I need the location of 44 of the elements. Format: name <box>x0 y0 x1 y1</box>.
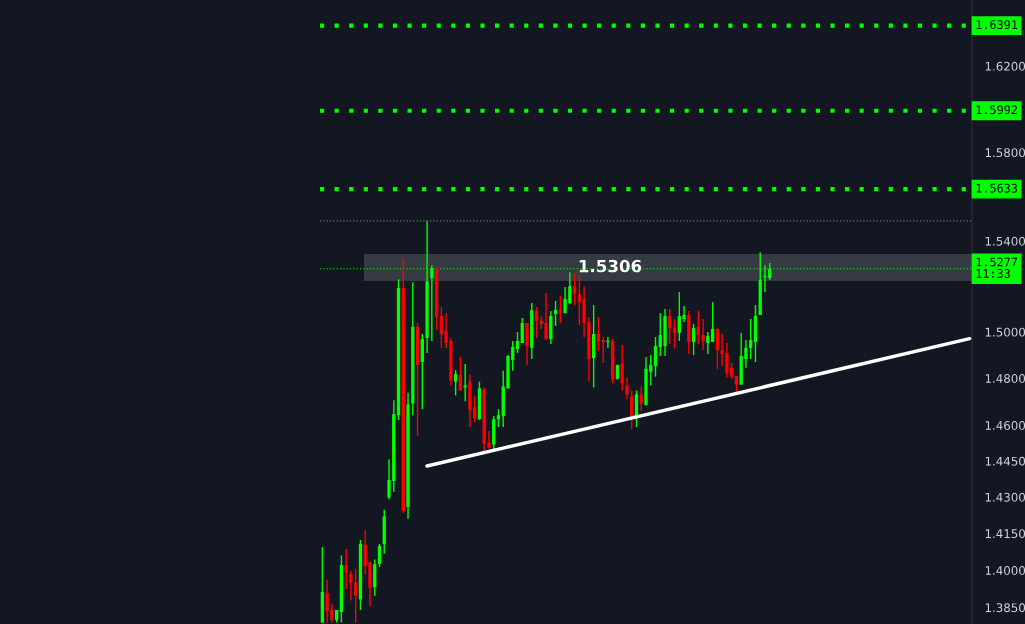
candlestick <box>668 308 672 345</box>
ref-line-label: 1.5277 11:33 <box>976 257 1018 278</box>
candlestick <box>601 336 605 364</box>
y-tick-label: 1.4150 <box>985 529 1025 539</box>
candlestick <box>706 331 710 355</box>
candlestick <box>354 568 358 624</box>
candlestick <box>373 558 377 597</box>
candlestick <box>344 548 348 590</box>
candlestick <box>520 317 524 344</box>
y-tick-label: 1.4450 <box>985 456 1025 466</box>
candlestick <box>534 306 539 339</box>
band-label: 1.5306 <box>579 259 642 273</box>
candlestick <box>420 333 424 410</box>
candlestick <box>453 369 458 397</box>
candlestick <box>544 292 548 341</box>
y-tick-label: 1.5800 <box>985 148 1025 158</box>
candlestick <box>596 316 601 352</box>
y-tick-label: 1.4300 <box>985 492 1025 502</box>
y-tick-label: 1.4800 <box>985 374 1025 383</box>
y-tick-label: 1.5000 <box>985 327 1025 337</box>
candlestick <box>710 301 715 343</box>
y-tick-label: 1.4600 <box>985 421 1025 430</box>
ref-line-label: 1.5633 <box>976 183 1018 193</box>
candlestick <box>701 318 705 351</box>
candlestick <box>749 318 753 360</box>
candlestick <box>553 300 558 327</box>
candlestick <box>606 336 610 349</box>
y-tick-label: 1.3850 <box>985 603 1025 613</box>
candlestick <box>525 322 529 366</box>
candlestick <box>639 385 643 412</box>
candlestick <box>672 318 677 349</box>
candlestick <box>653 336 658 378</box>
y-tick-label: 1.5400 <box>985 236 1025 246</box>
ref-line-label: 1.5992 <box>976 105 1017 115</box>
y-tick-label: 1.4000 <box>985 566 1025 575</box>
candlestick <box>349 570 353 602</box>
y-tick-label: 1.6200 <box>985 61 1025 71</box>
ref-line-label: 1.6391 <box>976 20 1018 30</box>
candlestick <box>625 376 629 401</box>
candlestick <box>439 306 444 349</box>
candlestick <box>715 327 720 370</box>
candlestick <box>549 310 553 345</box>
candlestick <box>691 323 696 356</box>
candlestick <box>558 295 562 324</box>
